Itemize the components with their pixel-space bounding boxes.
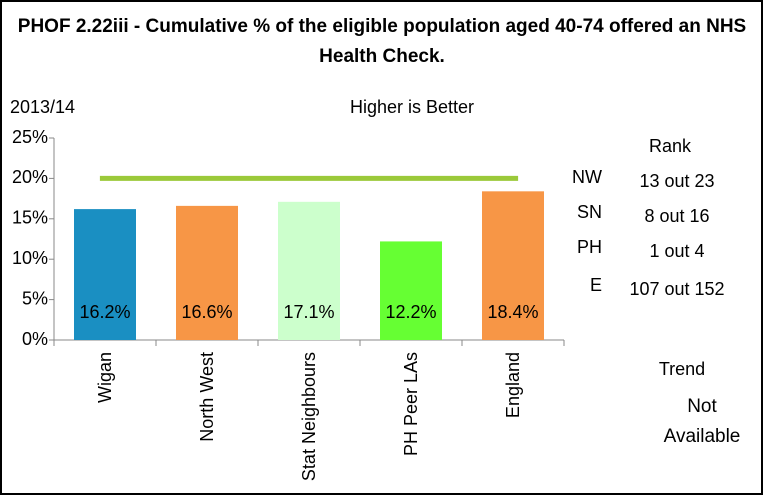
x-tick-label: PH Peer LAs — [401, 352, 421, 457]
rank-value: 8 out 16 — [644, 206, 709, 226]
trend-value: Not Available — [663, 396, 741, 447]
rank-title: Rank — [649, 136, 692, 156]
annotation: Higher is Better — [350, 97, 474, 117]
trend-title: Trend — [659, 359, 705, 379]
x-tick-label: England — [503, 352, 523, 419]
bar — [482, 191, 544, 340]
rank-value: 13 out 23 — [639, 171, 714, 191]
rank-label: E — [590, 275, 602, 295]
bar — [380, 241, 442, 340]
y-tick-label: 20% — [12, 167, 48, 187]
chart-title: PHOF 2.22iii - Cumulative % of the eligi… — [17, 16, 747, 67]
y-tick-label: 10% — [12, 248, 48, 268]
value-label: 17.1% — [283, 302, 334, 322]
rank-label: SN — [577, 202, 602, 222]
value-label: 16.2% — [79, 302, 130, 322]
x-tick-label: North West — [197, 352, 217, 442]
value-label: 18.4% — [487, 302, 538, 322]
bar — [176, 205, 238, 340]
value-label: 16.6% — [181, 302, 232, 322]
subtitle: 2013/14 — [10, 97, 75, 117]
x-tick-label: Stat Neighbours — [299, 352, 319, 482]
y-tick-label: 25% — [12, 127, 48, 147]
rank-value: 1 out 4 — [649, 241, 704, 261]
rank-label: NW — [572, 167, 602, 187]
bar — [278, 201, 340, 340]
x-tick-label: Wigan — [95, 352, 115, 404]
y-tick-label: 5% — [22, 288, 48, 308]
rank-label: PH — [577, 237, 602, 257]
y-tick-label: 0% — [22, 329, 48, 349]
bar — [74, 209, 136, 340]
rank-value: 107 out 152 — [629, 279, 724, 299]
value-label: 12.2% — [385, 302, 436, 322]
y-tick-label: 15% — [12, 208, 48, 228]
